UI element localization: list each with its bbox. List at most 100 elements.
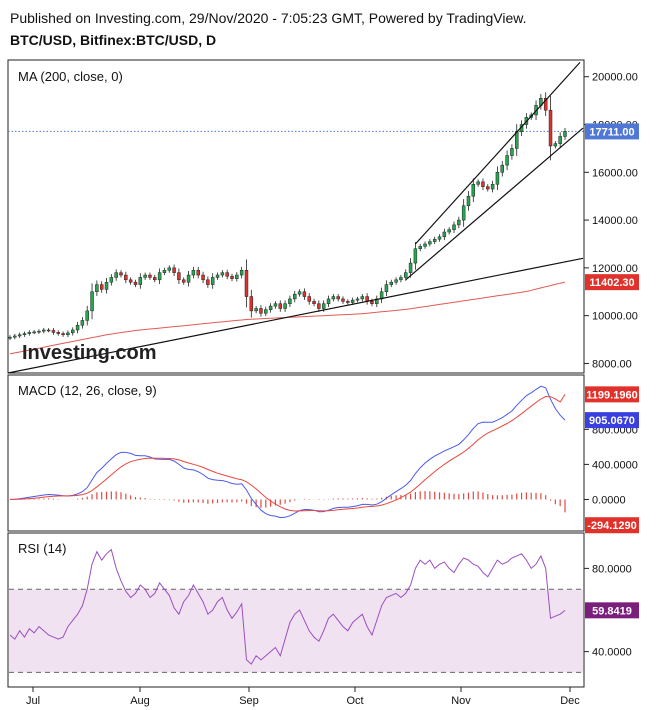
- rsi-tick-label: 40.0000: [592, 647, 632, 659]
- candle: [220, 272, 225, 276]
- symbol-title: BTC/USD, Bitfinex:BTC/USD, D: [10, 32, 217, 48]
- candle: [510, 148, 514, 156]
- candle: [293, 293, 297, 300]
- macd-marker-label: 905.0670: [589, 415, 635, 427]
- signal-line: [10, 394, 566, 512]
- candle: [95, 284, 99, 293]
- candle: [384, 284, 389, 293]
- candle: [452, 224, 456, 230]
- signal-marker-box: [585, 386, 639, 403]
- candle: [408, 262, 413, 273]
- candle: [109, 277, 114, 283]
- candle: [138, 277, 143, 285]
- candle: [481, 181, 485, 187]
- candle: [80, 320, 85, 326]
- candle: [119, 272, 123, 276]
- candle: [196, 270, 200, 276]
- candle: [235, 274, 239, 279]
- rsi-panel-frame: [7, 532, 585, 688]
- candle: [239, 270, 244, 276]
- candle: [437, 236, 442, 240]
- price-tick-label: 14000.00: [592, 215, 638, 227]
- histogram-marker-label: -294.1290: [587, 520, 637, 532]
- candle: [346, 301, 350, 303]
- candle: [350, 299, 355, 303]
- candle: [85, 310, 89, 321]
- x-tick-label: Aug: [130, 695, 150, 707]
- candle: [273, 303, 278, 307]
- candle: [490, 183, 495, 190]
- candle: [471, 183, 476, 197]
- price-tick-label: 8000.00: [592, 358, 632, 370]
- candle: [355, 298, 360, 301]
- candle: [148, 274, 152, 278]
- candle: [17, 334, 22, 337]
- last-price-marker-label: 17711.00: [589, 126, 634, 138]
- x-tick-label: Dec: [560, 695, 580, 707]
- candle: [157, 272, 162, 281]
- price-tick-label: 12000.00: [592, 263, 638, 275]
- investing-logo: Investing.com: [22, 342, 156, 364]
- candle: [307, 296, 311, 302]
- candle: [46, 329, 51, 332]
- candle: [201, 274, 205, 281]
- candle: [360, 296, 365, 300]
- candle: [215, 274, 220, 278]
- published-line: Published on Investing.com, 29/Nov/2020 …: [10, 10, 527, 26]
- candle: [495, 172, 500, 185]
- y-axes: 20000.0018000.0016000.0014000.0012000.00…: [584, 72, 638, 659]
- price-plot: [7, 61, 584, 374]
- candle: [244, 270, 249, 297]
- candle: [143, 274, 147, 278]
- candle: [249, 296, 254, 312]
- candle: [423, 243, 427, 247]
- rsi-line: [9, 548, 566, 665]
- candle: [264, 309, 268, 314]
- channel-lower-line: [405, 127, 584, 281]
- price-panel-frame: [7, 59, 585, 374]
- support-trendline: [7, 257, 584, 374]
- candle: [133, 281, 138, 285]
- candle: [505, 155, 509, 166]
- price-tick-label: 16000.00: [592, 167, 638, 179]
- price-tick-label: 20000.00: [592, 72, 638, 84]
- rsi-tick-label: 80.0000: [592, 563, 632, 575]
- chart-header: Published on Investing.com, 29/Nov/2020 …: [10, 10, 650, 48]
- candle: [543, 97, 548, 111]
- candle: [370, 301, 374, 304]
- candle: [153, 277, 157, 281]
- candle: [553, 143, 558, 147]
- candle: [457, 219, 461, 226]
- candle: [418, 246, 422, 250]
- macd-tick-label: 0.0000: [592, 494, 626, 506]
- candle: [500, 164, 504, 173]
- candle: [394, 279, 398, 283]
- candle: [486, 186, 490, 190]
- candle: [13, 335, 17, 338]
- candle: [278, 303, 282, 309]
- candle: [428, 241, 432, 245]
- macd-panel-frame: [7, 374, 585, 532]
- candle: [466, 195, 471, 206]
- candle: [404, 272, 408, 278]
- candle: [288, 298, 292, 304]
- candle: [99, 284, 104, 290]
- candle: [302, 291, 307, 297]
- rsi-plot: [9, 548, 566, 665]
- candle: [432, 238, 437, 242]
- candle: [268, 305, 273, 310]
- candle: [563, 131, 567, 137]
- rsi-indicator-label: RSI (14): [18, 541, 66, 556]
- candle: [124, 274, 128, 281]
- rsi-band: [9, 589, 583, 673]
- channel-upper-line: [414, 61, 581, 245]
- candle: [162, 270, 167, 273]
- candle: [27, 332, 32, 334]
- candle: [172, 267, 176, 273]
- macd-line: [9, 385, 566, 519]
- candle: [461, 205, 466, 221]
- rsi-marker-box: [585, 602, 639, 619]
- candle: [225, 272, 229, 277]
- candle: [186, 274, 191, 283]
